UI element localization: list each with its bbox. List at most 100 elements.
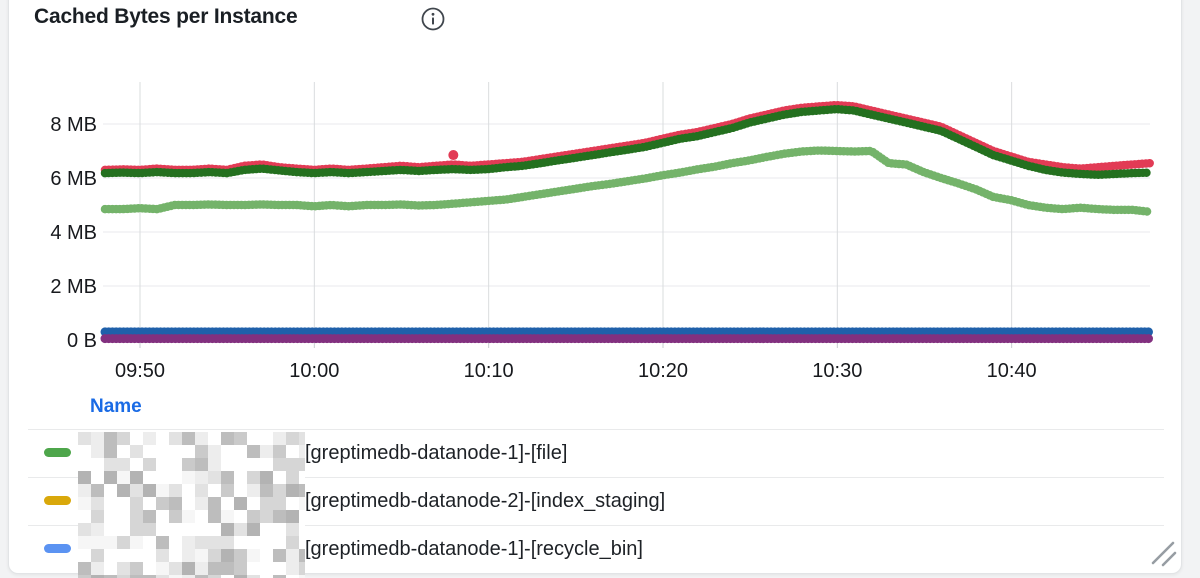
mosaic-cell (247, 432, 260, 445)
mosaic-cell (234, 536, 247, 549)
mosaic-cell (299, 510, 305, 523)
legend-series-marker[interactable] (44, 496, 71, 505)
cached-bytes-chart[interactable]: 0 B 2 MB 4 MB 6 MB 8 MB 09:50 10:00 10:10 10:20 1… (8, 0, 1182, 392)
mosaic-cell (169, 471, 182, 484)
mosaic-cell (169, 458, 182, 471)
mosaic-cell (260, 445, 273, 458)
mosaic-cell (130, 536, 143, 549)
censored-text-region (78, 432, 305, 578)
mosaic-cell (130, 510, 143, 523)
mosaic-cell (299, 458, 305, 471)
mosaic-cell (182, 549, 195, 562)
mosaic-cell (182, 523, 195, 536)
mosaic-cell (299, 536, 305, 549)
mosaic-cell (182, 445, 195, 458)
y-axis-tick-label: 4 MB (50, 222, 97, 244)
mosaic-cell (182, 432, 195, 445)
mosaic-cell (273, 549, 286, 562)
mosaic-cell (130, 562, 143, 575)
mosaic-cell (208, 536, 221, 549)
mosaic-cell (169, 536, 182, 549)
mosaic-cell (247, 445, 260, 458)
mosaic-cell (208, 471, 221, 484)
mosaic-cell (156, 484, 169, 497)
mosaic-cell (195, 523, 208, 536)
mosaic-cell (221, 432, 234, 445)
mosaic-cell (247, 562, 260, 575)
mosaic-cell (143, 432, 156, 445)
legend-series-label[interactable]: [greptimedb-datanode-1]-[recycle_bin] (305, 538, 643, 560)
mosaic-cell (104, 458, 117, 471)
mosaic-cell (169, 497, 182, 510)
mosaic-cell (182, 510, 195, 523)
mosaic-cell (260, 523, 273, 536)
x-axis-tick-label: 10:40 (987, 360, 1037, 382)
mosaic-cell (143, 549, 156, 562)
mosaic-cell (156, 549, 169, 562)
mosaic-cell (247, 536, 260, 549)
mosaic-cell (234, 497, 247, 510)
mosaic-cell (143, 458, 156, 471)
info-icon[interactable] (420, 6, 446, 32)
mosaic-cell (260, 510, 273, 523)
mosaic-cell (286, 562, 299, 575)
mosaic-cell (130, 549, 143, 562)
mosaic-cell (104, 445, 117, 458)
mosaic-cell (286, 458, 299, 471)
mosaic-cell (169, 484, 182, 497)
mosaic-cell (208, 562, 221, 575)
mosaic-cell (234, 575, 247, 578)
mosaic-cell (156, 536, 169, 549)
mosaic-cell (273, 471, 286, 484)
mosaic-cell (169, 510, 182, 523)
mosaic-cell (208, 497, 221, 510)
mosaic-cell (130, 445, 143, 458)
mosaic-cell (286, 432, 299, 445)
mosaic-cell (117, 575, 130, 578)
mosaic-cell (156, 562, 169, 575)
mosaic-cell (143, 562, 156, 575)
legend-header-name[interactable]: Name (90, 396, 142, 417)
mosaic-cell (78, 536, 91, 549)
mosaic-cell (104, 471, 117, 484)
legend-series-label[interactable]: [greptimedb-datanode-2]-[index_staging] (305, 490, 666, 512)
series-dark-green (100, 104, 1155, 180)
x-axis-tick-label: 10:10 (464, 360, 514, 382)
mosaic-cell (208, 523, 221, 536)
mosaic-cell (104, 432, 117, 445)
legend-series-label[interactable]: [greptimedb-datanode-1]-[file] (305, 442, 568, 464)
mosaic-cell (208, 575, 221, 578)
mosaic-cell (247, 458, 260, 471)
mosaic-cell (208, 432, 221, 445)
mosaic-cell (299, 523, 305, 536)
y-axis-tick-label: 0 B (67, 330, 97, 352)
legend-series-marker[interactable] (44, 448, 71, 457)
mosaic-cell (195, 484, 208, 497)
legend-series-marker[interactable] (44, 544, 71, 553)
mosaic-cell (273, 484, 286, 497)
mosaic-cell (156, 523, 169, 536)
mosaic-cell (221, 497, 234, 510)
mosaic-cell (117, 471, 130, 484)
mosaic-cell (299, 471, 305, 484)
mosaic-cell (78, 562, 91, 575)
mosaic-cell (273, 445, 286, 458)
resize-handle[interactable] (1144, 534, 1178, 568)
mosaic-cell (143, 575, 156, 578)
mosaic-cell (234, 510, 247, 523)
mosaic-cell (273, 432, 286, 445)
mosaic-cell (143, 445, 156, 458)
mosaic-cell (247, 484, 260, 497)
mosaic-cell (286, 445, 299, 458)
mosaic-cell (104, 484, 117, 497)
mosaic-cell (234, 562, 247, 575)
legend-row-divider (28, 477, 1164, 478)
mosaic-cell (143, 497, 156, 510)
mosaic-cell (260, 432, 273, 445)
mosaic-cell (91, 523, 104, 536)
mosaic-cell (182, 562, 195, 575)
mosaic-cell (91, 562, 104, 575)
mosaic-cell (143, 484, 156, 497)
mosaic-cell (143, 510, 156, 523)
mosaic-cell (117, 458, 130, 471)
